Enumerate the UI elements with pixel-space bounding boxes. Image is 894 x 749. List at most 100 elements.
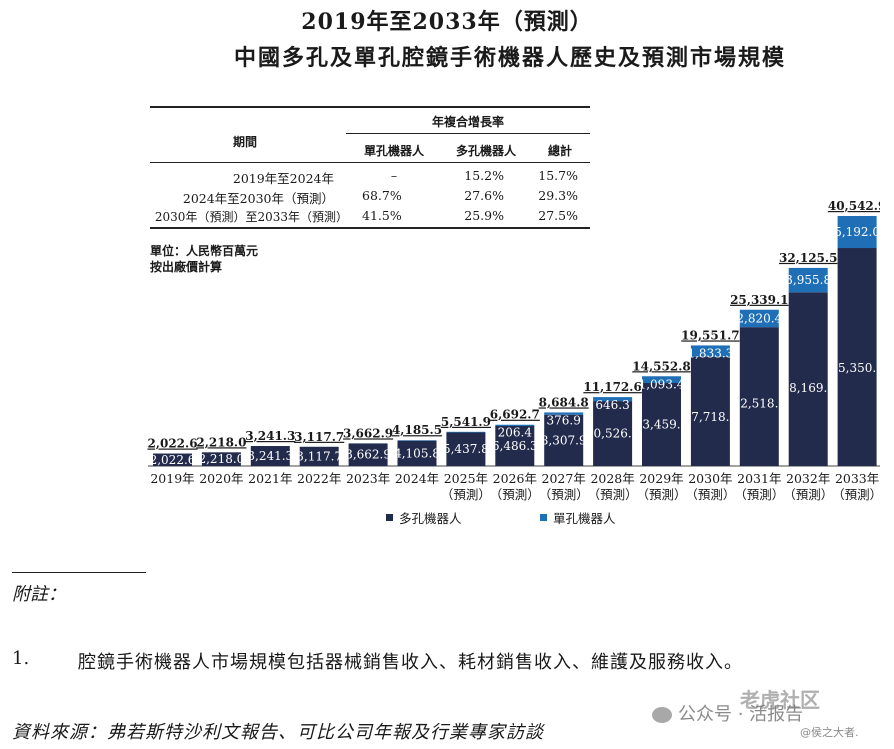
bar-total-label-2: 3,241.3 — [245, 429, 295, 443]
bar-label-multi-12: 22,518.7 — [733, 397, 786, 411]
bar-multi-1 — [201, 452, 241, 466]
bar-multi-10 — [642, 383, 681, 466]
table-top-rule — [150, 106, 590, 108]
basis-label: 按出廠價計算 — [150, 260, 223, 274]
table-group-rule — [346, 133, 590, 134]
bar-total-label-9: 11,172.6 — [583, 380, 641, 394]
x-tick-label-4: 2023年 — [346, 471, 390, 486]
x-tick-sublabel-8: （預測） — [539, 487, 589, 502]
bar-multi-14 — [837, 248, 877, 466]
bar-label-multi-13: 28,169.6 — [781, 381, 834, 395]
bar-multi-3 — [299, 446, 339, 466]
cagr-group-header: 年複合增長率 — [431, 115, 504, 129]
footnote-number: 1. — [12, 648, 30, 669]
row2-single: 68.7% — [362, 188, 402, 203]
bar-total-label-7: 6,692.7 — [490, 408, 540, 422]
bar-label-single-10: 1,093.4 — [639, 377, 685, 391]
x-tick-label-3: 2022年 — [297, 471, 341, 486]
footnote-divider — [12, 572, 146, 573]
col-total-header: 總計 — [547, 144, 572, 158]
source-note: 資料來源：弗若斯特沙利文報告、可比公司年報及行業專家訪談 — [12, 722, 544, 743]
bar-label-multi-9: 10,526.3 — [586, 427, 639, 441]
bar-label-single-11: 1,833.3 — [687, 346, 733, 360]
bar-single-6 — [446, 431, 486, 433]
footnote-title: 附註： — [12, 584, 66, 605]
x-tick-label-12: 2031年 — [737, 471, 781, 486]
x-tick-label-7: 2026年 — [493, 471, 537, 486]
bar-label-multi-5: 4,105.8 — [394, 446, 440, 460]
bar-label-multi-14: 35,350.8 — [830, 361, 880, 375]
row1-total: 15.7% — [538, 168, 578, 183]
legend-label-multi: 多孔機器人 — [399, 511, 462, 526]
bar-single-10 — [642, 376, 681, 384]
bar-total-label-14: 40,542.9 — [828, 200, 880, 213]
bar-total-label-13: 32,125.5 — [779, 251, 837, 265]
x-tick-sublabel-10: （預測） — [636, 487, 686, 502]
col-single-header: 單孔機器人 — [363, 144, 424, 158]
row1-period: 2019年至2024年 — [232, 171, 334, 186]
bar-single-12 — [739, 309, 779, 328]
bar-multi-8 — [544, 414, 584, 466]
x-tick-label-9: 2028年 — [590, 471, 634, 486]
x-tick-label-14: 2033年 — [835, 471, 879, 486]
bar-total-label-0: 2,022.6 — [147, 437, 197, 451]
bar-label-single-8: 376.9 — [547, 413, 581, 427]
bar-multi-6 — [446, 432, 486, 466]
chart-title-line1: 2019年至2033年（預測） — [301, 9, 593, 35]
x-tick-label-10: 2029年 — [639, 471, 683, 486]
bar-multi-12 — [739, 327, 779, 466]
row3-single: 41.5% — [362, 208, 402, 223]
x-tick-sublabel-6: （預測） — [441, 487, 491, 502]
watermark-account: 公众号 · 活报告 — [652, 700, 803, 726]
bar-label-multi-7: 6,486.3 — [492, 439, 538, 453]
row3-total: 27.5% — [538, 208, 578, 223]
bar-multi-4 — [348, 443, 388, 466]
bar-label-multi-3: 3,117.7 — [296, 449, 342, 463]
table-bottom-rule — [150, 227, 590, 229]
x-tick-label-8: 2027年 — [542, 471, 586, 486]
watermark-account-text: 公众号 · 活报告 — [678, 704, 804, 725]
bar-single-11 — [690, 345, 730, 357]
watermark-handle: @侯之大者. — [800, 726, 859, 739]
col-multi-header: 多孔機器人 — [455, 144, 516, 158]
bar-label-single-12: 2,820.4 — [736, 311, 782, 325]
x-tick-sublabel-7: （預測） — [490, 487, 540, 502]
bar-label-single-14: 5,192.0 — [834, 225, 880, 239]
row1-single: – — [390, 168, 398, 183]
row3-multi: 25.9% — [464, 208, 504, 223]
table-header-rule — [150, 162, 590, 163]
bar-total-label-10: 14,552.8 — [632, 359, 690, 373]
stacked-bar-chart: 2,022.6 2,022.6 2019年 2,218.0 2,218.0 2020年 3,… — [147, 200, 880, 502]
x-tick-label-11: 2030年 — [688, 471, 732, 486]
x-tick-sublabel-14: （預測） — [832, 487, 880, 502]
bar-total-label-1: 2,218.0 — [196, 435, 246, 449]
bar-total-label-8: 8,684.8 — [539, 395, 589, 409]
bar-single-14 — [837, 216, 877, 249]
x-tick-label-5: 2024年 — [395, 471, 439, 486]
row2-period: 2024年至2030年（預測） — [182, 191, 334, 206]
bar-label-multi-0: 2,022.6 — [150, 453, 196, 467]
x-tick-label-13: 2032年 — [786, 471, 830, 486]
x-tick-sublabel-11: （預測） — [685, 487, 735, 502]
row2-multi: 27.6% — [464, 188, 504, 203]
bar-label-multi-10: 13,459.4 — [635, 418, 689, 432]
x-tick-label-6: 2025年 — [444, 471, 488, 486]
bar-single-13 — [788, 267, 828, 293]
bar-label-single-13: 3,955.8 — [785, 273, 831, 287]
bar-multi-9 — [593, 401, 633, 466]
bar-total-label-12: 25,339.1 — [730, 293, 788, 307]
x-tick-sublabel-12: （預測） — [734, 487, 784, 502]
x-tick-sublabel-9: （預測） — [588, 487, 638, 502]
bar-multi-13 — [788, 292, 828, 466]
bar-label-multi-1: 2,218.0 — [198, 452, 244, 466]
bar-total-label-11: 19,551.7 — [681, 328, 739, 342]
chart-title-line2: 中國多孔及單孔腔鏡手術機器人歷史及預測市場規模 — [233, 46, 786, 71]
bar-label-single-9: 646.3 — [595, 398, 629, 412]
x-tick-label-1: 2020年 — [199, 471, 243, 486]
bar-multi-5 — [397, 440, 437, 466]
watermark-community: 老虎社区 — [740, 688, 820, 712]
row2-total: 29.3% — [538, 188, 578, 203]
bar-label-multi-6: 5,437.8 — [443, 442, 489, 456]
bar-single-9 — [593, 397, 633, 402]
legend-label-single: 單孔機器人 — [553, 511, 616, 526]
